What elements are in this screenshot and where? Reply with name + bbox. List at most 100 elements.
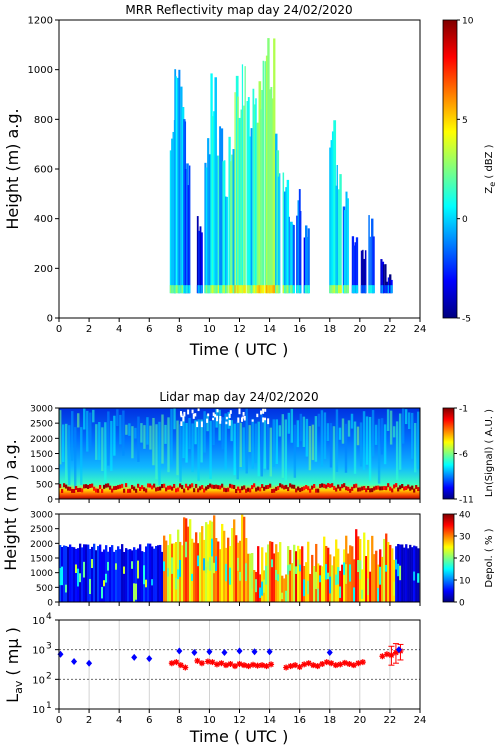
depol-column (67, 546, 70, 602)
depol-column (295, 551, 298, 602)
depol-streak (275, 569, 278, 580)
mrr-column (372, 236, 375, 294)
lidar-signal-surface (95, 488, 98, 493)
lidar-signal-streak (74, 427, 77, 490)
lav-point-blue (71, 657, 78, 665)
lidar-signal-surface (121, 483, 124, 488)
depol-streak (367, 578, 370, 596)
mrr-column-base (267, 285, 270, 294)
lidar-signal-surface (319, 483, 322, 488)
lidar-signal-streak (302, 416, 306, 447)
lidar-signal-gap (187, 409, 190, 415)
lidar-signal-surface (217, 485, 220, 490)
lidar-signal-streak (368, 416, 372, 482)
mrr-column-base (339, 285, 342, 294)
depol-column (249, 553, 252, 602)
lidar-signal-streak (203, 411, 206, 453)
mrr-column-base (386, 285, 389, 294)
mrr-column (360, 250, 363, 294)
mrr-column-base (169, 285, 172, 294)
lidar-signal-surface (61, 488, 64, 493)
lav-point-red (355, 660, 362, 667)
depol-column (301, 546, 304, 602)
lav-point-blue (221, 649, 228, 657)
lidar-signal-surface (167, 485, 170, 490)
lav-point-red (250, 661, 257, 668)
lidar-signal-surface (283, 485, 286, 490)
lav-point-red (209, 659, 216, 666)
mrr-column-base (220, 285, 224, 294)
lidar-signal-surface (367, 486, 370, 491)
x-tick-label: 6 (146, 324, 152, 335)
lidar-signal-gap (256, 413, 259, 418)
depol-column (165, 540, 168, 602)
lidar-signal-gap (240, 417, 243, 422)
depol-column (221, 523, 224, 602)
lav-point-red (319, 660, 326, 667)
lidar-signal-gap (219, 418, 222, 424)
mrr-column (383, 264, 385, 294)
mrr-column (276, 150, 280, 294)
lidar-signal-surface (91, 483, 94, 488)
lidar-signal-surface (289, 483, 292, 488)
y-tick-label: 1000 (28, 65, 53, 76)
mrr-column-base (211, 285, 214, 294)
lidar-signal-surface (361, 486, 364, 491)
x-tick-label: 18 (323, 324, 336, 335)
mrr-column-base (360, 285, 363, 294)
y-tick-label: 500 (36, 480, 53, 490)
mrr-column (186, 163, 189, 294)
mrr-column-base (171, 285, 174, 294)
lidar-signal-surface (189, 484, 192, 489)
depol-column (195, 532, 198, 602)
depol-column (409, 544, 412, 602)
lidar-signal-streak (404, 409, 408, 425)
mrr-column-base (175, 285, 177, 294)
lav-point-red (241, 662, 248, 669)
mrr-column (265, 55, 268, 294)
depol-streak (229, 567, 232, 585)
mrr-column-base (298, 285, 301, 294)
lidar-signal-surface (93, 486, 96, 491)
mrr-column (249, 136, 252, 294)
lidar-signal-surface (211, 484, 214, 489)
lidar-signal-streak (257, 421, 260, 477)
mrr-column-base (196, 285, 199, 294)
depol-column (105, 545, 108, 602)
lidar-signal-streak (59, 410, 62, 465)
depol-column (269, 541, 272, 602)
depol-column (129, 549, 132, 602)
mrr-column-base (238, 285, 241, 294)
lidar-signal-surface (345, 486, 348, 491)
lidar-signal-surface (201, 485, 204, 490)
lidar-signal-surface (117, 485, 120, 490)
depol-streak (289, 564, 292, 571)
mrr-column (256, 122, 260, 294)
depol-column (111, 545, 114, 602)
mrr-column-base (186, 285, 189, 294)
depol-column (257, 546, 260, 602)
depol-column (381, 556, 384, 602)
depol-column (87, 544, 90, 602)
depol-column (243, 516, 246, 602)
lidar-signal-streak (188, 417, 191, 450)
depol-streak (271, 559, 274, 568)
lidar-signal-surface (353, 484, 356, 489)
mrr-column-base (174, 285, 177, 294)
lidar-signal-surface (97, 488, 100, 493)
mrr-column-base (275, 285, 278, 294)
mrr-column-base (286, 285, 290, 294)
mrr-colorbar (442, 19, 458, 319)
mrr-column (270, 86, 273, 294)
depol-streak (225, 563, 228, 582)
depol-column (187, 526, 190, 602)
depol-streak (315, 571, 318, 590)
colorbar-tick-label: 40 (459, 511, 471, 521)
lidar-signal-streak (236, 421, 239, 480)
lidar-signal-surface (127, 488, 130, 493)
lidar-signal-streak (311, 424, 315, 461)
lav-point-red (263, 663, 270, 670)
lidar-signal-surface (417, 487, 420, 492)
depol-column (161, 551, 164, 602)
